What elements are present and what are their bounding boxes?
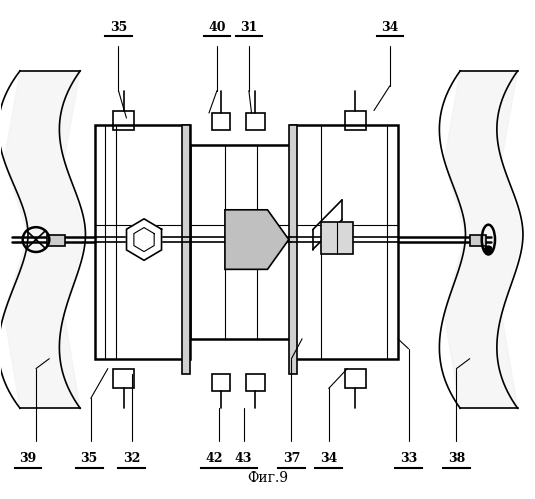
Bar	[470, 235, 486, 246]
Text: 43: 43	[235, 453, 252, 466]
Text: 42: 42	[205, 453, 223, 466]
Text: 40: 40	[208, 20, 226, 33]
Bar	[182, 125, 190, 374]
Text: 32: 32	[123, 453, 141, 466]
Bar	[190, 145, 292, 339]
Text: Фиг.9: Фиг.9	[247, 471, 288, 485]
Bar	[246, 113, 265, 130]
Polygon shape	[444, 71, 523, 408]
Text: 34: 34	[320, 453, 338, 466]
Text: 35: 35	[81, 453, 98, 466]
Bar	[345, 369, 366, 388]
Bar	[345, 111, 366, 130]
Bar	[113, 111, 134, 130]
Circle shape	[485, 246, 492, 253]
Bar	[95, 125, 190, 359]
Bar	[212, 374, 230, 391]
Bar	[212, 113, 230, 130]
Text: 38: 38	[448, 453, 465, 466]
Text: 33: 33	[400, 453, 417, 466]
Bar	[320, 222, 353, 254]
Text: 31: 31	[240, 20, 257, 33]
Bar	[292, 125, 398, 359]
Text: 39: 39	[19, 453, 36, 466]
Bar	[246, 374, 265, 391]
Bar	[113, 369, 134, 388]
Text: 37: 37	[283, 453, 300, 466]
Polygon shape	[4, 71, 86, 408]
Text: 35: 35	[110, 20, 127, 33]
Bar	[47, 235, 65, 246]
Polygon shape	[225, 210, 289, 269]
Polygon shape	[126, 219, 162, 260]
Bar	[289, 125, 297, 374]
Text: 34: 34	[381, 20, 399, 33]
